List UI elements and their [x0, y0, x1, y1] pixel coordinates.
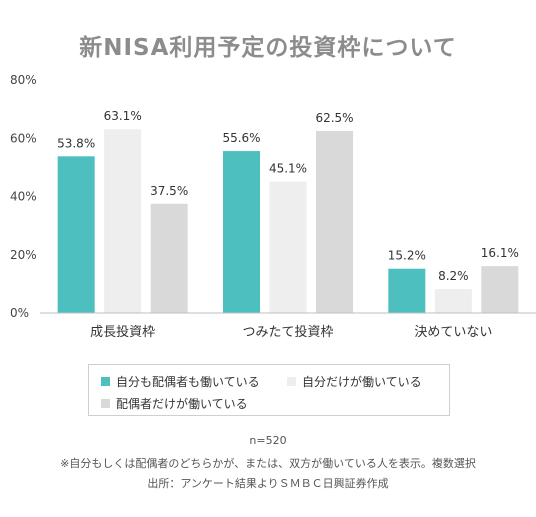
y-tick-label: 80%: [10, 73, 37, 87]
legend-label: 自分だけが働いている: [302, 375, 422, 389]
x-tick-label: 成長投資枠: [90, 324, 155, 340]
bar: [150, 203, 188, 313]
bar: [223, 151, 260, 313]
legend-label: 配偶者だけが働いている: [116, 397, 248, 411]
y-tick-label: 40%: [10, 190, 37, 204]
y-tick-label: 20%: [10, 248, 37, 262]
source-note: 出所：アンケート結果よりＳＭＢＣ日興証券作成: [147, 477, 389, 490]
legend-swatch-gray: [101, 399, 110, 408]
bar: [104, 129, 142, 313]
y-tick-label: 60%: [10, 131, 37, 145]
legend-swatch-light: [287, 377, 296, 386]
data-label: 55.6%: [222, 131, 260, 145]
legend-item-self-working: 自分だけが働いている: [287, 373, 422, 390]
data-label: 63.1%: [104, 109, 142, 123]
footnote: ※自分もしくは配偶者のどちらかが、または、双方が働いている人を表示。複数選択: [60, 457, 476, 470]
legend-item-both-working: 自分も配偶者も働いている: [101, 373, 260, 390]
bar: [269, 181, 307, 313]
chart-title: 新NISA利用予定の投資枠について: [79, 35, 457, 61]
chart-legend: 自分も配偶者も働いている 自分だけが働いている 配偶者だけが働いている: [88, 364, 450, 416]
legend-item-spouse-working: 配偶者だけが働いている: [101, 395, 248, 412]
data-label: 45.1%: [269, 162, 307, 176]
data-label: 53.8%: [57, 136, 95, 150]
data-label: 37.5%: [150, 184, 188, 198]
bar: [481, 266, 519, 313]
y-tick-label: 0%: [10, 306, 29, 320]
sample-size-note: n=520: [249, 434, 287, 447]
x-tick-label: つみたて投資枠: [242, 324, 333, 340]
data-label: 8.2%: [438, 269, 469, 283]
legend-label: 自分も配偶者も働いている: [116, 375, 260, 389]
legend-swatch-teal: [101, 377, 110, 386]
x-tick-label: 決めていない: [414, 325, 492, 340]
bar: [316, 130, 353, 313]
data-label: 15.2%: [388, 249, 426, 263]
data-label: 16.1%: [481, 246, 519, 260]
bar: [57, 156, 95, 313]
data-label: 62.5%: [315, 111, 353, 125]
bar: [434, 289, 472, 313]
bar: [388, 268, 426, 313]
